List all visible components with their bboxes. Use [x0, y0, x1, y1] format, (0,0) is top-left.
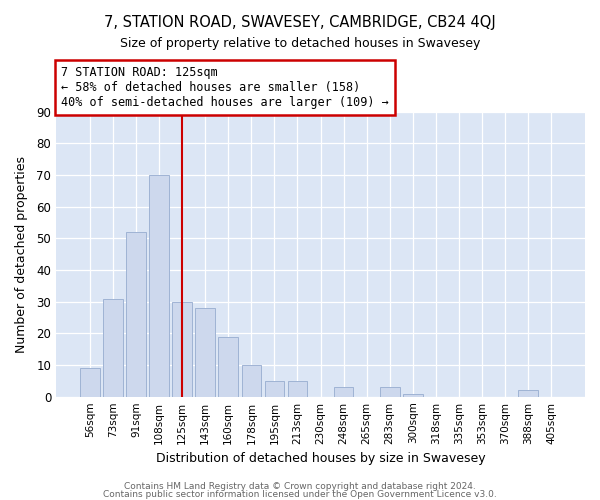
X-axis label: Distribution of detached houses by size in Swavesey: Distribution of detached houses by size …	[156, 452, 485, 465]
Text: 7 STATION ROAD: 125sqm
← 58% of detached houses are smaller (158)
40% of semi-de: 7 STATION ROAD: 125sqm ← 58% of detached…	[61, 66, 389, 109]
Bar	[218, 336, 238, 396]
Bar	[126, 232, 146, 396]
Bar	[80, 368, 100, 396]
Y-axis label: Number of detached properties: Number of detached properties	[15, 156, 28, 353]
Bar	[334, 387, 353, 396]
Bar	[403, 394, 422, 396]
Bar	[149, 175, 169, 396]
Text: Size of property relative to detached houses in Swavesey: Size of property relative to detached ho…	[120, 38, 480, 51]
Bar	[265, 381, 284, 396]
Bar	[103, 298, 123, 396]
Text: Contains public sector information licensed under the Open Government Licence v3: Contains public sector information licen…	[103, 490, 497, 499]
Bar	[242, 365, 261, 396]
Text: Contains HM Land Registry data © Crown copyright and database right 2024.: Contains HM Land Registry data © Crown c…	[124, 482, 476, 491]
Bar	[287, 381, 307, 396]
Bar	[172, 302, 192, 396]
Text: 7, STATION ROAD, SWAVESEY, CAMBRIDGE, CB24 4QJ: 7, STATION ROAD, SWAVESEY, CAMBRIDGE, CB…	[104, 15, 496, 30]
Bar	[380, 387, 400, 396]
Bar	[196, 308, 215, 396]
Bar	[518, 390, 538, 396]
